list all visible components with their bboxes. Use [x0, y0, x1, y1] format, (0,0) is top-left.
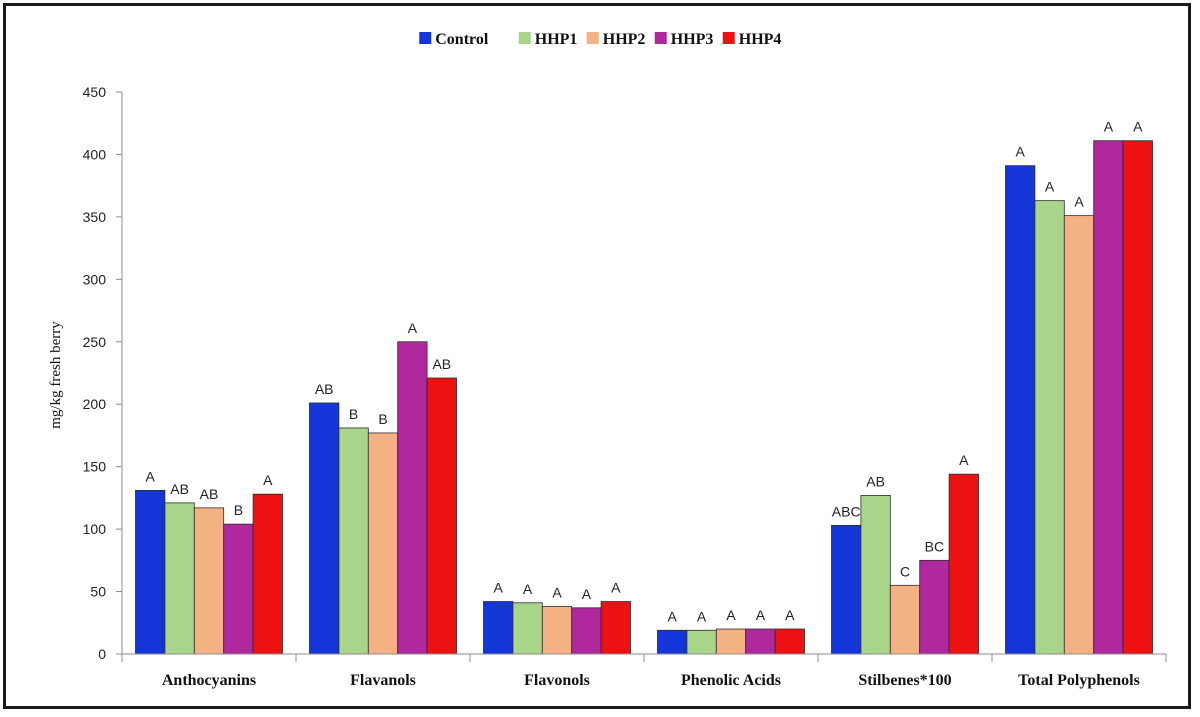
x-axis: Anthocyanins Flavanols Flavonols Phenolic A…: [121, 653, 1167, 689]
bar-control: [657, 629, 688, 655]
x-tick-label: Flavonols: [524, 672, 590, 689]
legend-swatch: [586, 32, 599, 44]
legend-swatch: [654, 32, 667, 44]
legend-item-hhp4: HHP4: [722, 31, 782, 48]
y-tick-label: 200: [83, 396, 107, 412]
bar-hhp4: [948, 473, 979, 655]
legend-item-hhp3: HHP3: [654, 31, 714, 48]
bar-hhp2: [715, 628, 747, 655]
data-label: A: [582, 586, 592, 602]
data-label: A: [697, 608, 707, 624]
y-axis: 0 50 100 150 200 250 300 350 400 450: [83, 84, 123, 662]
bar-hhp1: [1034, 200, 1065, 655]
bar-hhp4: [774, 628, 805, 655]
legend-label: HHP3: [671, 31, 714, 48]
bar-hhp2: [889, 584, 921, 655]
data-label: A: [1074, 194, 1084, 210]
y-tick-label: 0: [98, 646, 106, 662]
data-label: ABC: [832, 503, 861, 519]
bar-control: [135, 489, 166, 655]
y-tick-label: 350: [83, 209, 107, 225]
bar-hhp1: [338, 427, 369, 655]
data-label: A: [785, 607, 795, 623]
data-label: A: [523, 581, 533, 597]
data-label: AB: [432, 356, 451, 372]
bar-control: [483, 601, 514, 655]
bar-control: [1005, 165, 1036, 655]
y-tick-label: 150: [83, 459, 107, 475]
y-tick-label: 400: [83, 146, 107, 162]
y-axis-label: mg/kg fresh berry: [48, 321, 64, 429]
bar-control: [309, 402, 340, 655]
legend-swatch: [518, 32, 531, 44]
data-label: B: [349, 406, 358, 422]
bar-hhp1: [512, 602, 543, 655]
bar-hhp1: [164, 502, 195, 655]
bar-hhp2: [1063, 215, 1095, 655]
legend-label: Control: [435, 31, 489, 48]
data-label: A: [1045, 179, 1055, 195]
bar-hhp2: [541, 606, 573, 655]
data-label: AB: [170, 481, 189, 497]
bar-hhp4: [600, 601, 631, 655]
data-label: A: [552, 585, 562, 601]
bar-hhp1: [860, 494, 891, 655]
y-tick-label: 100: [83, 521, 107, 537]
data-label: AB: [200, 486, 219, 502]
bar-hhp3: [223, 523, 254, 655]
data-label: A: [756, 607, 766, 623]
bar-hhp3: [571, 607, 602, 655]
bar-control: [831, 524, 862, 655]
data-label: A: [668, 608, 678, 624]
x-tick-label: Anthocyanins: [162, 672, 256, 689]
legend-label: HHP2: [603, 31, 646, 48]
data-label: C: [900, 563, 910, 579]
data-label: AB: [315, 381, 334, 397]
legend-swatch: [722, 32, 735, 44]
bar-hhp4: [1122, 140, 1153, 655]
bar-hhp1: [686, 629, 717, 655]
data-label: BC: [925, 538, 944, 554]
y-tick-label: 50: [90, 584, 106, 600]
bar-hhp4: [252, 493, 283, 655]
data-label: A: [1016, 144, 1026, 160]
bar-hhp3: [745, 628, 776, 655]
y-tick-label: 300: [83, 271, 107, 287]
bar-hhp3: [919, 559, 950, 655]
x-tick-label: Total Polyphenols: [1018, 672, 1140, 689]
x-tick-label: Flavanols: [350, 672, 416, 689]
data-label: A: [726, 607, 736, 623]
y-tick-label: 250: [83, 334, 107, 350]
data-label: A: [408, 320, 418, 336]
legend-swatch: [419, 32, 432, 44]
data-label: A: [263, 472, 273, 488]
data-label: AB: [866, 473, 885, 489]
data-label: A: [146, 468, 156, 484]
legend: Control HHP1 HHP2 HHP3 HHP4: [419, 31, 781, 48]
data-label: B: [234, 502, 243, 518]
data-label: A: [1104, 119, 1114, 135]
bar-hhp4: [426, 377, 457, 655]
data-label: B: [378, 411, 387, 427]
legend-label: HHP4: [739, 31, 782, 48]
data-label: A: [1133, 119, 1143, 135]
bar-hhp3: [1093, 140, 1124, 655]
bar-hhp2: [367, 432, 399, 655]
bar-hhp3: [397, 341, 428, 655]
legend-item-hhp2: HHP2: [586, 31, 646, 48]
legend-item-control: Control: [419, 31, 489, 48]
x-tick-label: Phenolic Acids: [681, 672, 781, 689]
x-tick-label: Stilbenes*100: [858, 672, 951, 689]
data-label: A: [959, 452, 969, 468]
y-tick-label: 450: [83, 84, 107, 100]
data-label: A: [494, 580, 504, 596]
data-label: A: [611, 580, 621, 596]
legend-item-hhp1: HHP1: [518, 31, 578, 48]
legend-label: HHP1: [535, 31, 578, 48]
bar-hhp2: [193, 507, 225, 655]
